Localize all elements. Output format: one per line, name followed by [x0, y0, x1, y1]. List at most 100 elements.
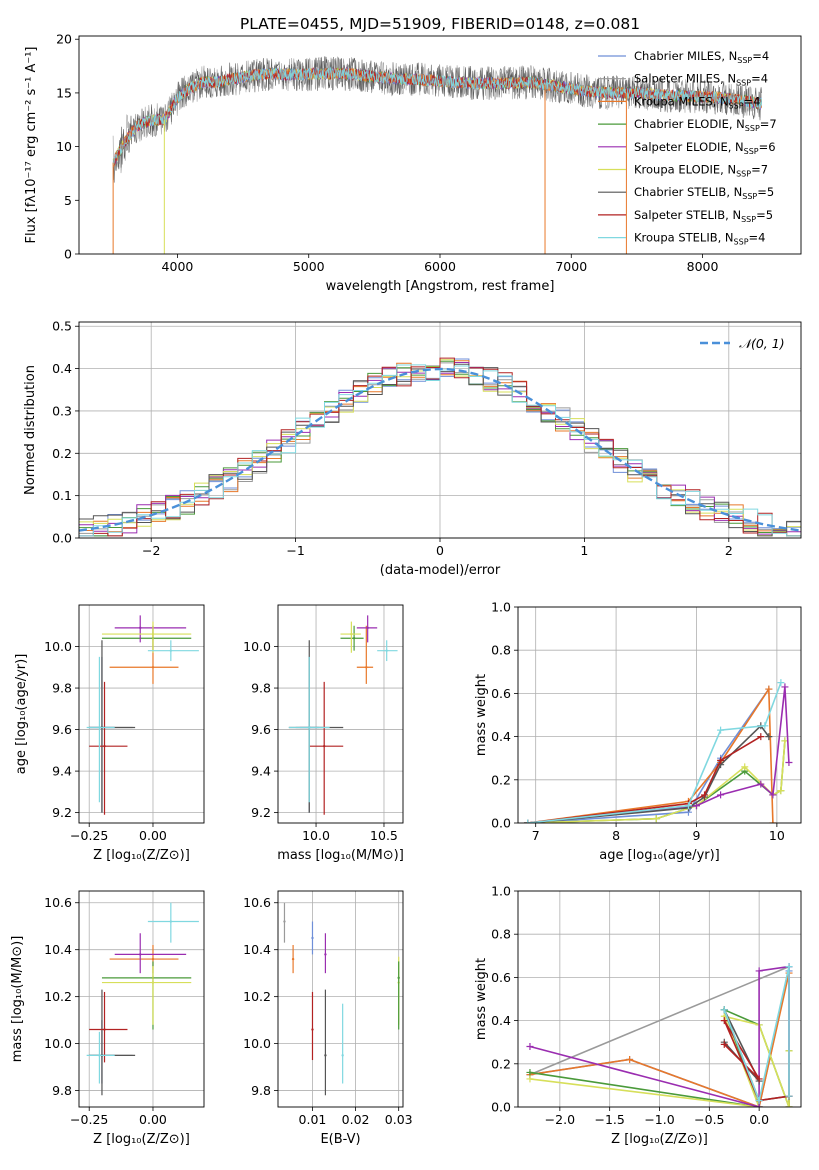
data-point — [350, 632, 353, 636]
x-axis-label: E(B-V) — [320, 1132, 360, 1147]
weight-marker — [777, 679, 785, 687]
chart-massweight_vs_Z: −2.0 −1.5 −1.0 −0.5 0.0 0.0 0.2 0.4 0.6 0.8 1.0 Z [… — [474, 884, 802, 1147]
plot-area — [288, 615, 398, 815]
y-tick-label: 10.6 — [44, 895, 72, 910]
data-point — [308, 726, 311, 729]
weight-marker — [755, 967, 763, 975]
x-tick-label: 6000 — [424, 259, 456, 274]
weight-marker — [777, 787, 785, 795]
histogram-salpeter-stelib — [79, 357, 801, 537]
data-point — [322, 744, 326, 748]
spectrum-line-kroupa-stelib — [112, 66, 762, 166]
y-axis-label: Normed distribution — [23, 365, 38, 495]
x-tick-label: 8 — [612, 828, 620, 843]
weight-marker — [785, 963, 793, 971]
x-tick-label: 0.00 — [139, 1112, 167, 1127]
x-tick-label: 0 — [436, 543, 444, 558]
data-point — [103, 1028, 106, 1031]
data-point — [324, 953, 327, 956]
x-tick-label: 8000 — [687, 259, 719, 274]
y-tick-label: 10.0 — [44, 639, 72, 654]
y-tick-label: 5 — [64, 193, 72, 208]
legend-entry: Chabrier ELODIE, NSSP=7 — [634, 117, 777, 133]
y-tick-label: 15 — [56, 85, 72, 100]
weight-marker — [720, 1017, 728, 1025]
legend-entry: Kroupa MILES, NSSP=4 — [634, 94, 760, 110]
y-tick-label: 10.0 — [243, 639, 271, 654]
data-point — [397, 976, 400, 980]
y-tick-label: 0.0 — [491, 1100, 511, 1115]
y-tick-label: 0.2 — [52, 446, 72, 461]
x-tick-label: 10.5 — [370, 828, 398, 843]
weight-marker — [781, 683, 789, 691]
plot-area — [79, 357, 801, 537]
weight-marker — [701, 791, 709, 799]
x-tick-label: 5000 — [293, 259, 325, 274]
y-tick-label: 9.8 — [251, 1083, 271, 1098]
plot-area — [112, 56, 762, 254]
axes-frame — [78, 890, 205, 1108]
y-tick-label: 1.0 — [491, 884, 511, 899]
weight-line-kroupa-stelib — [723, 966, 790, 1104]
data-point — [151, 981, 155, 984]
data-point — [139, 626, 142, 630]
y-tick-label: 0.5 — [52, 319, 72, 334]
y-tick-label: 0.1 — [52, 488, 72, 503]
x-axis-label: Z [log₁₀(Z/Z⊙)] — [93, 848, 190, 863]
y-tick-label: 0 — [64, 247, 72, 262]
data-point — [151, 632, 155, 636]
x-tick-label: 10 — [769, 828, 785, 843]
chart-mass_vs_Z: −0.25 0.00 9.8 10.0 10.2 10.4 10.6 Z [log₁₀(Z/Z… — [10, 890, 205, 1147]
x-tick-label: −0.5 — [694, 1112, 724, 1127]
weight-marker — [785, 759, 793, 767]
y-tick-label: 10.2 — [243, 989, 271, 1004]
chart-residuals: −2 −1 0 1 2 0.0 0.1 0.2 0.3 0.4 0.5 (data-model)/er… — [23, 319, 802, 578]
y-tick-label: 20 — [56, 32, 72, 47]
y-tick-label: 10.0 — [44, 1036, 72, 1051]
y-tick-label: 0.2 — [491, 772, 511, 787]
x-axis-label: wavelength [Angstrom, rest frame] — [326, 279, 555, 294]
x-tick-label: 10.0 — [302, 828, 330, 843]
y-axis-label: age [log₁₀(age/yr)] — [14, 654, 29, 775]
data-point — [291, 957, 295, 961]
data-point — [283, 920, 286, 923]
weight-marker — [769, 791, 777, 799]
weight-marker — [717, 791, 725, 799]
gaussian-legend-label: 𝒩(0, 1) — [739, 336, 785, 351]
y-tick-label: 9.2 — [52, 805, 72, 820]
data-point — [365, 666, 368, 669]
x-tick-label: 4000 — [162, 259, 194, 274]
x-tick-label: −0.25 — [70, 1112, 108, 1127]
data-point — [139, 953, 142, 956]
y-axis-label: mass weight — [474, 674, 489, 756]
x-tick-label: −1.0 — [644, 1112, 674, 1127]
legend-entry: Kroupa STELIB, NSSP=4 — [634, 231, 765, 247]
y-tick-label: 0.6 — [491, 970, 511, 985]
y-tick-label: 0.6 — [491, 686, 511, 701]
x-tick-label: −1 — [286, 543, 304, 558]
y-tick-label: 10.2 — [44, 989, 72, 1004]
weight-marker — [741, 763, 749, 771]
x-axis-label: Z [log₁₀(Z/Z⊙)] — [93, 1132, 190, 1147]
weight-marker — [652, 815, 660, 823]
plot-area — [526, 963, 793, 1107]
y-tick-label: 0.4 — [491, 1013, 511, 1028]
x-tick-label: 0.02 — [342, 1112, 370, 1127]
x-tick-label: 0.00 — [139, 828, 167, 843]
weight-marker — [757, 780, 765, 788]
x-axis-label: age [log₁₀(age/yr)] — [599, 848, 720, 863]
data-point — [169, 920, 173, 923]
weight-marker — [757, 733, 765, 741]
x-tick-label: 2 — [725, 543, 733, 558]
y-tick-label: 0.0 — [52, 531, 72, 546]
y-tick-label: 0.4 — [52, 361, 72, 376]
y-tick-label: 9.8 — [251, 681, 271, 696]
weight-marker — [765, 733, 773, 741]
data-point — [151, 957, 155, 961]
y-tick-label: 0.2 — [491, 1056, 511, 1071]
data-point — [341, 1054, 344, 1057]
axes-frame — [78, 604, 205, 824]
x-tick-label: 7 — [532, 828, 540, 843]
weight-marker — [524, 819, 532, 823]
